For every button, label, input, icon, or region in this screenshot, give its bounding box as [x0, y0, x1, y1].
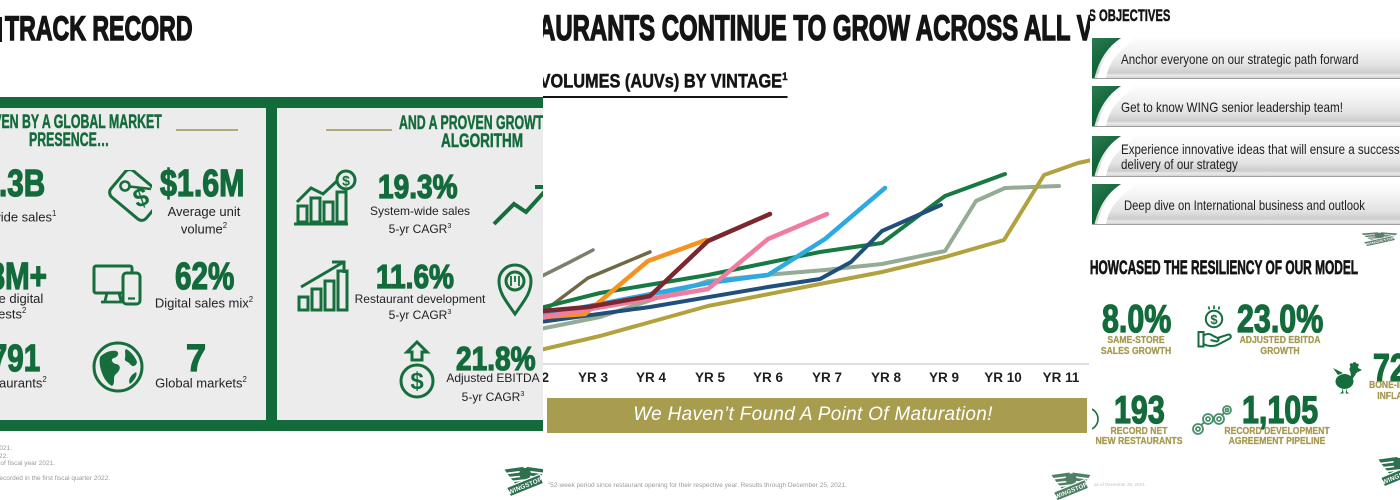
- svg-text:YR 7: YR 7: [812, 370, 842, 385]
- svg-text:YR 5: YR 5: [695, 370, 726, 385]
- svg-text:$: $: [1210, 312, 1218, 327]
- svg-text:YR 4: YR 4: [636, 370, 667, 385]
- svg-text:$: $: [342, 173, 350, 189]
- svg-text:YR 11: YR 11: [1043, 370, 1080, 385]
- svg-text:YR 6: YR 6: [753, 370, 784, 385]
- svg-text:YR 8: YR 8: [871, 370, 902, 385]
- svg-text:$: $: [410, 368, 424, 395]
- svg-text:YR 2: YR 2: [543, 370, 549, 385]
- svg-text:YR 3: YR 3: [578, 370, 609, 385]
- svg-text:YR 10: YR 10: [984, 370, 1022, 385]
- svg-text:WINGSTOP: WINGSTOP: [1364, 236, 1396, 246]
- svg-text:YR 9: YR 9: [929, 370, 959, 385]
